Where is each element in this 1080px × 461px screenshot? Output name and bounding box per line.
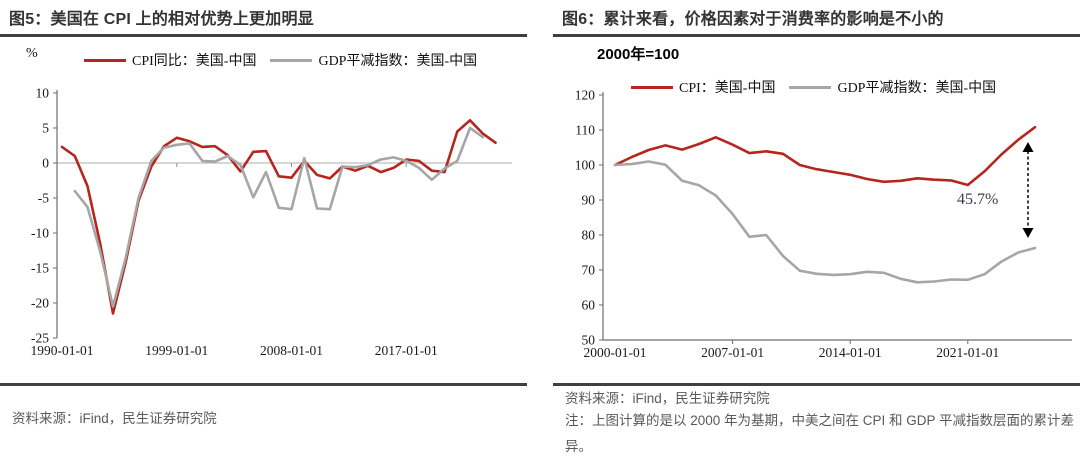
svg-text:60: 60 xyxy=(582,298,596,313)
legend-item-cpi: CPI同比：美国-中国 xyxy=(84,50,256,70)
svg-text:2008-01-01: 2008-01-01 xyxy=(260,343,323,358)
svg-text:2014-01-01: 2014-01-01 xyxy=(819,345,882,360)
index-base-label: 2000年=100 xyxy=(597,46,680,63)
red-line-swatch-icon xyxy=(631,85,673,89)
svg-text:100: 100 xyxy=(575,158,596,173)
svg-text:70: 70 xyxy=(582,263,596,278)
svg-text:80: 80 xyxy=(582,228,596,243)
gray-line-swatch-icon xyxy=(270,58,313,62)
figure-6-panel: 图6：累计来看，价格因素对于消费率的影响是不小的 2000年=100 CPI：美… xyxy=(553,0,1080,461)
legend-label-gdp-deflator: GDP平减指数：美国-中国 xyxy=(318,54,478,69)
legend-label-cpi: CPI：美国-中国 xyxy=(679,81,776,96)
svg-text:90: 90 xyxy=(582,193,596,208)
svg-text:0: 0 xyxy=(42,156,49,171)
figure-5-legend: CPI同比：美国-中国 GDP平减指数：美国-中国 xyxy=(84,50,477,70)
svg-text:-10: -10 xyxy=(31,226,49,241)
footer-divider xyxy=(0,383,527,386)
svg-text:-20: -20 xyxy=(31,296,49,311)
gap-annotation-label: 45.7% xyxy=(957,191,999,208)
source-text: 资料来源：iFind，民生证券研究院 xyxy=(12,411,217,426)
figure-6-legend: CPI：美国-中国 GDP平减指数：美国-中国 xyxy=(631,77,996,97)
svg-text:2000-01-01: 2000-01-01 xyxy=(584,345,647,360)
red-line-swatch-icon xyxy=(84,58,126,62)
svg-text:-15: -15 xyxy=(31,261,49,276)
figure-5-title: 图5：美国在 CPI 上的相对优势上更加明显 xyxy=(0,0,527,37)
figure-6-title: 图6：累计来看，价格因素对于消费率的影响是不小的 xyxy=(553,0,1080,37)
legend-label-gdp-deflator: GDP平减指数：美国-中国 xyxy=(837,81,997,96)
svg-text:2017-01-01: 2017-01-01 xyxy=(375,343,438,358)
figure-5-panel: 图5：美国在 CPI 上的相对优势上更加明显 % CPI同比：美国-中国 GDP… xyxy=(0,0,527,461)
source-text: 资料来源：iFind，民生证券研究院 xyxy=(565,391,770,406)
legend-label-cpi: CPI同比：美国-中国 xyxy=(132,54,257,69)
svg-text:1999-01-01: 1999-01-01 xyxy=(145,343,208,358)
legend-item-cpi: CPI：美国-中国 xyxy=(631,77,775,97)
svg-text:2007-01-01: 2007-01-01 xyxy=(701,345,764,360)
gray-line-swatch-icon xyxy=(789,85,832,89)
svg-text:120: 120 xyxy=(575,88,596,103)
legend-item-gdp-deflator: GDP平减指数：美国-中国 xyxy=(789,77,996,97)
svg-text:1990-01-01: 1990-01-01 xyxy=(31,343,94,358)
legend-item-gdp-deflator: GDP平减指数：美国-中国 xyxy=(270,50,477,70)
svg-text:10: 10 xyxy=(36,86,50,101)
figure-note: 注：上图计算的是以 2000 年为基期，中美之间在 CPI 和 GDP 平减指数… xyxy=(565,413,1075,455)
svg-text:-5: -5 xyxy=(38,191,49,206)
svg-text:110: 110 xyxy=(575,123,595,138)
svg-text:5: 5 xyxy=(42,121,49,136)
y-axis-unit-label: % xyxy=(26,46,38,61)
svg-text:-25: -25 xyxy=(31,331,49,346)
svg-text:50: 50 xyxy=(582,333,596,348)
footer-divider xyxy=(553,383,1080,386)
svg-text:2021-01-01: 2021-01-01 xyxy=(936,345,999,360)
